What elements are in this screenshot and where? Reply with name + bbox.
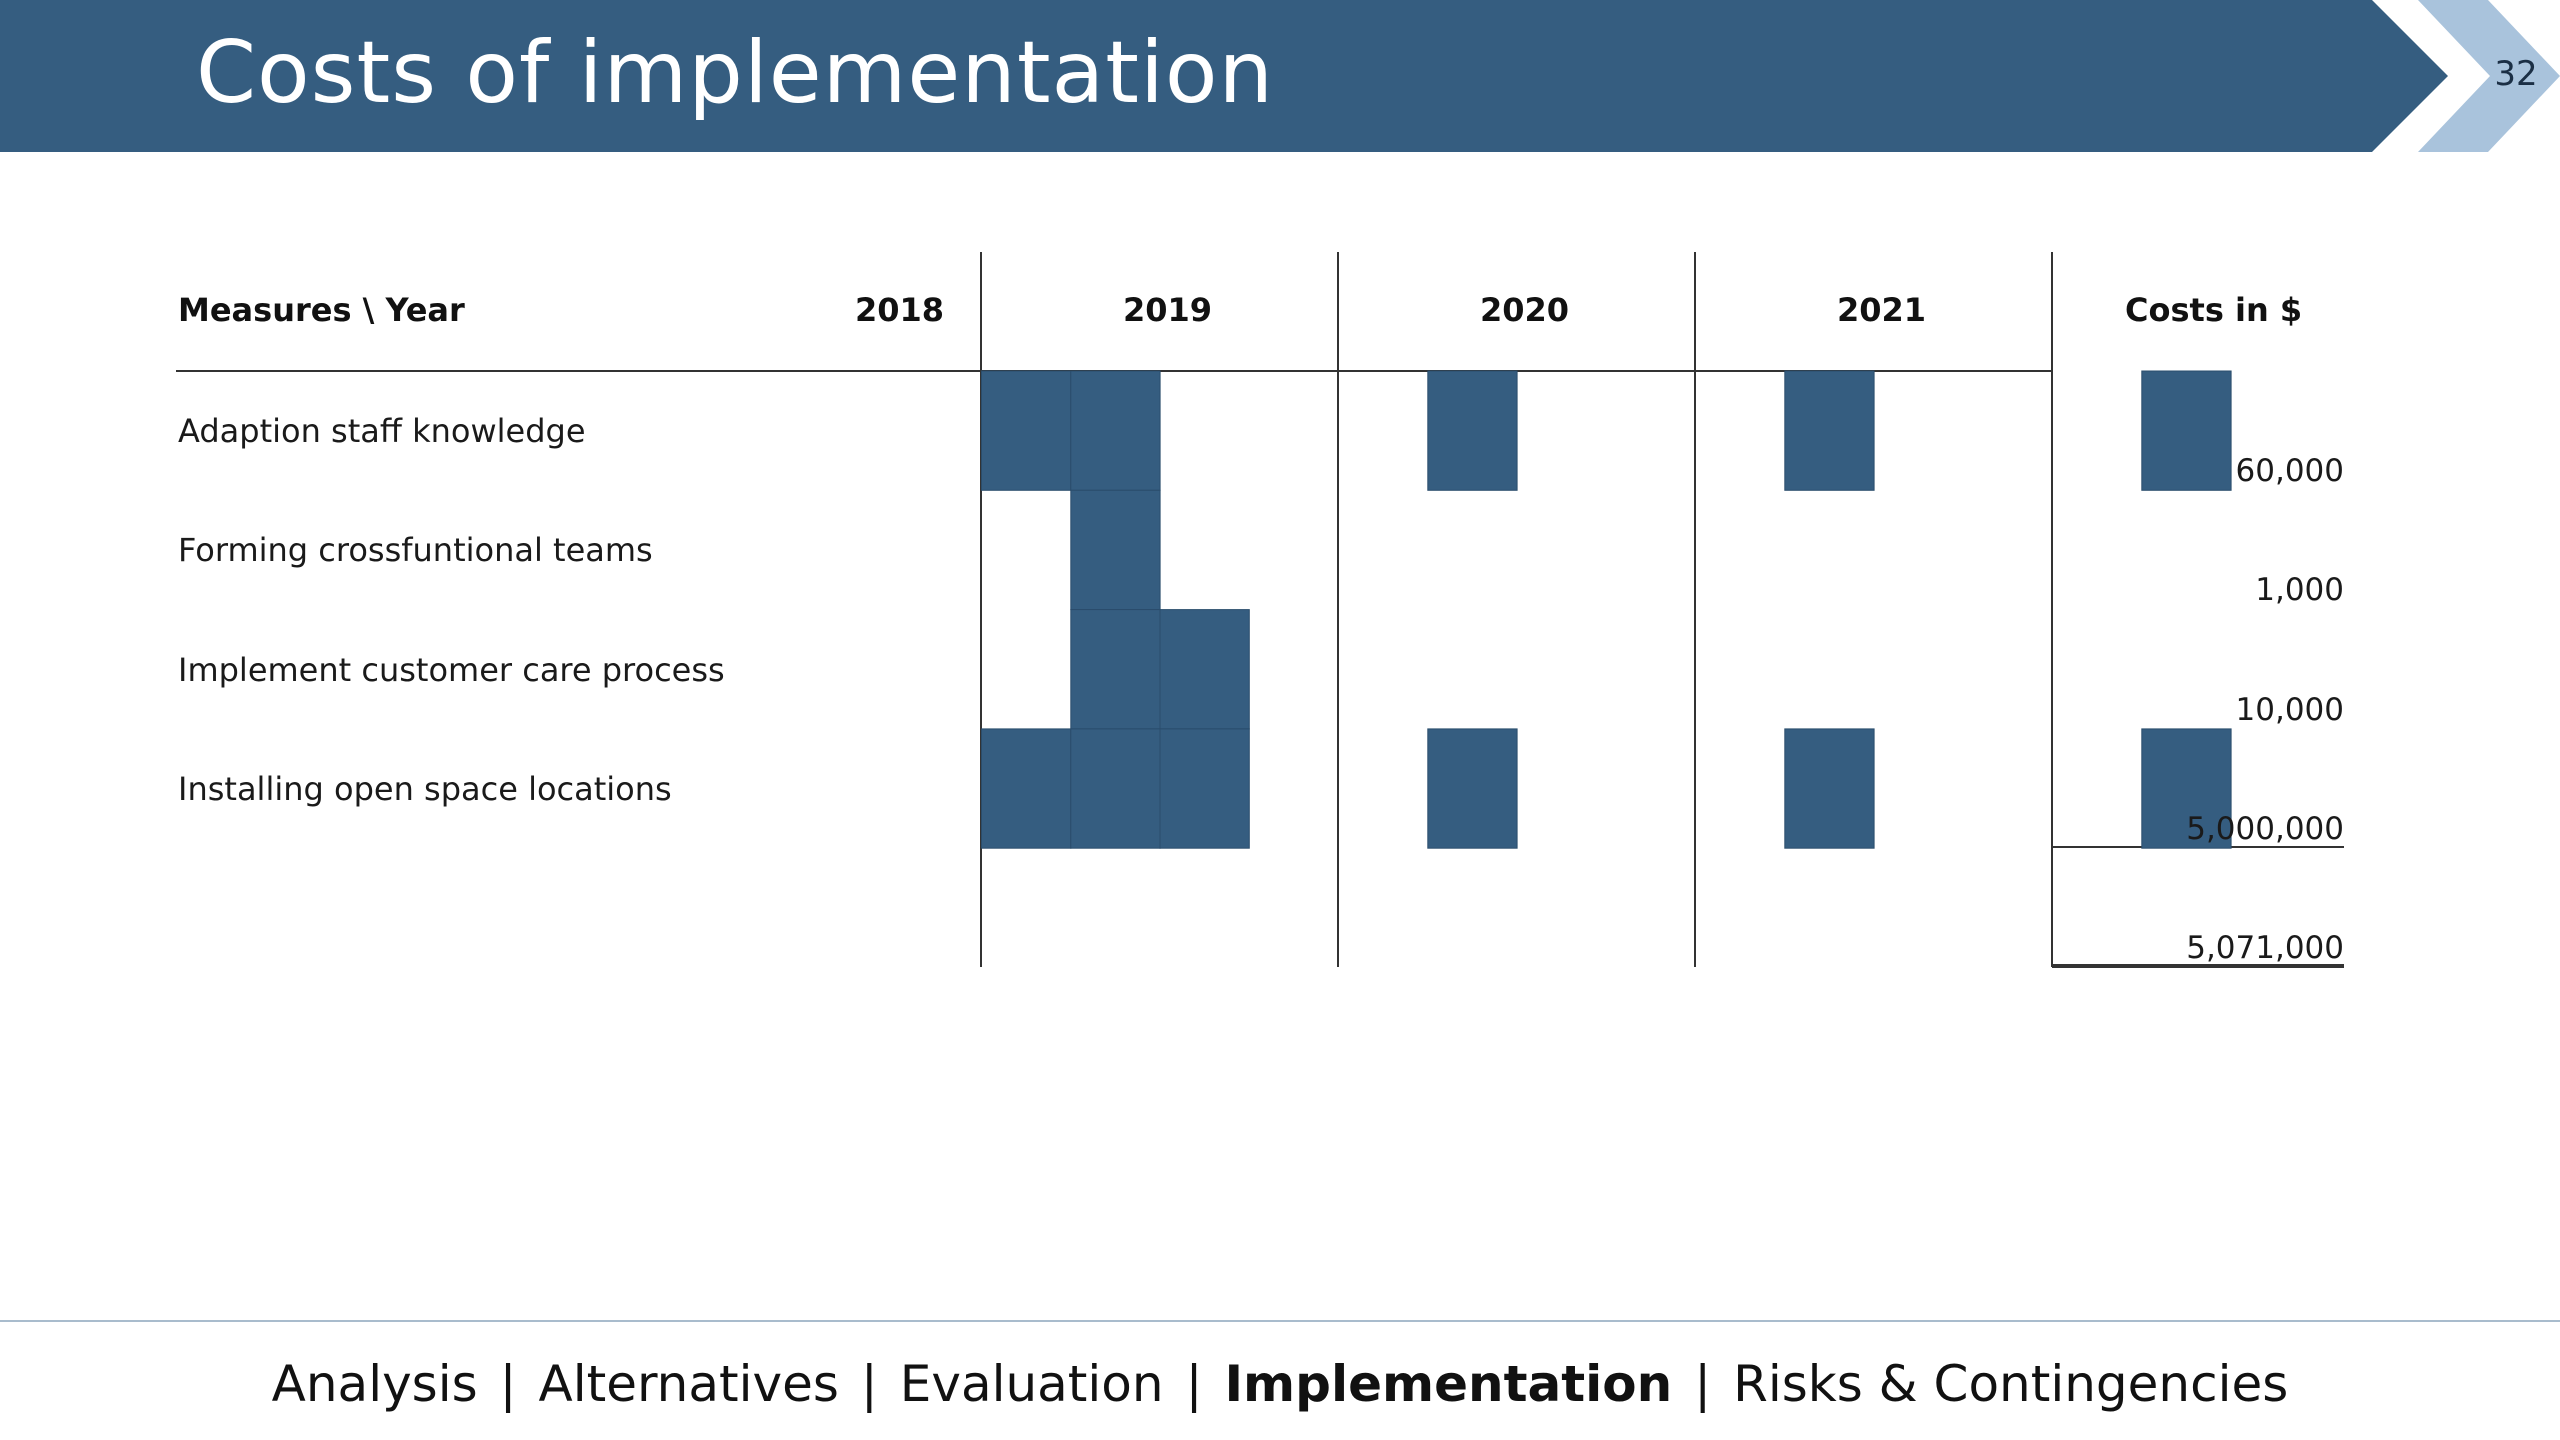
- nav-item-implementation[interactable]: Implementation: [1224, 1355, 1673, 1413]
- row-cost: 10,000: [2235, 692, 2344, 728]
- header-costs: Costs in $: [2125, 291, 2303, 329]
- gantt-bar: [1070, 728, 1161, 849]
- chevron-icon: [2418, 0, 2560, 152]
- nav-item-risks-contingencies[interactable]: Risks & Contingencies: [1733, 1355, 2289, 1413]
- gantt-bar: [1784, 370, 1875, 491]
- footer-divider: [0, 1320, 2560, 1322]
- row-label: Adaption staff knowledge: [178, 412, 586, 450]
- row-cost: 60,000: [2235, 453, 2344, 489]
- nav-separator: |: [860, 1355, 878, 1413]
- row-label: Forming crossfuntional teams: [178, 531, 653, 569]
- row-label: Implement customer care process: [178, 651, 725, 689]
- gantt-bar: [1159, 728, 1250, 849]
- gantt-bar: [1070, 489, 1161, 611]
- header-measures: Measures \ Year: [178, 291, 465, 329]
- gantt-bar: [1427, 728, 1518, 849]
- gantt-bar: [981, 370, 1072, 491]
- page-number: 32: [2494, 54, 2538, 94]
- banner-shape: [0, 0, 2448, 152]
- section-nav: Analysis | Alternatives | Evaluation | Impleme…: [0, 1352, 2560, 1416]
- row-label: Installing open space locations: [178, 770, 672, 808]
- gantt-bar: [1070, 609, 1161, 730]
- nav-separator: |: [1185, 1355, 1203, 1413]
- header-year-2018: 2018: [855, 291, 945, 329]
- row-cost: 1,000: [2255, 572, 2344, 608]
- nav-separator: |: [499, 1355, 517, 1413]
- row-cost: 5,000,000: [2186, 811, 2344, 847]
- nav-item-evaluation[interactable]: Evaluation: [899, 1355, 1164, 1413]
- gantt-bar: [2141, 728, 2232, 849]
- title-banner: Costs of implementation 32: [0, 0, 2560, 152]
- nav-item-analysis[interactable]: Analysis: [271, 1355, 478, 1413]
- total-cost: 5,071,000: [2186, 930, 2344, 966]
- gantt-bars: [981, 370, 2232, 849]
- gantt-bar: [1427, 370, 1518, 491]
- gantt-bar: [1070, 370, 1161, 491]
- slide-title: Costs of implementation: [196, 23, 1274, 123]
- nav-separator: |: [1694, 1355, 1712, 1413]
- gantt-bar: [2141, 370, 2232, 491]
- header-year-2019: 2019: [1123, 291, 1213, 329]
- gantt-bar: [1159, 609, 1250, 730]
- gantt-bar: [1784, 728, 1875, 849]
- gantt-bar: [981, 728, 1072, 849]
- header-year-2020: 2020: [1480, 291, 1570, 329]
- nav-item-alternatives[interactable]: Alternatives: [538, 1355, 839, 1413]
- header-year-2021: 2021: [1837, 291, 1927, 329]
